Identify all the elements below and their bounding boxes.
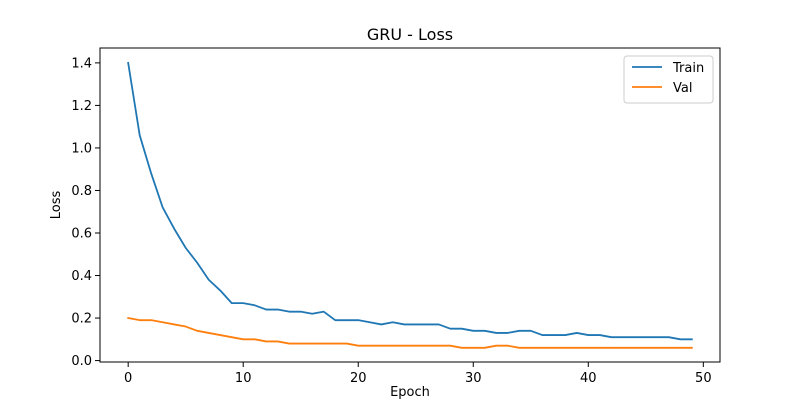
y-axis: 0.0 0.2 0.4 0.6 0.8 1.0 1.2 1.4: [71, 56, 100, 369]
y-tick-label: 1.4: [71, 56, 92, 71]
chart-title: GRU - Loss: [367, 25, 453, 44]
y-axis-title: Loss: [49, 191, 64, 220]
x-tick-label: 30: [465, 371, 482, 386]
legend-label-train: Train: [672, 61, 704, 76]
y-tick-label: 0.2: [71, 312, 92, 327]
x-tick-label: 40: [580, 371, 597, 386]
series-layer: [127, 61, 693, 349]
y-tick-label: 0.6: [71, 226, 92, 241]
x-tick-label: 10: [235, 371, 252, 386]
x-axis-title: Epoch: [390, 385, 430, 400]
legend-label-val: Val: [673, 81, 692, 96]
legend: Train Val: [623, 55, 714, 104]
y-tick-label: 0.0: [71, 354, 92, 369]
plot-frame: [99, 47, 721, 363]
series-line-train: [127, 61, 693, 341]
y-tick-label: 1.2: [71, 99, 92, 114]
y-tick-label: 0.4: [71, 269, 92, 284]
x-axis: 0 10 20 30 40 50: [124, 362, 712, 386]
x-tick-label: 0: [124, 371, 132, 386]
x-tick-label: 50: [695, 371, 712, 386]
series-line-val: [127, 317, 693, 349]
x-tick-label: 20: [350, 371, 367, 386]
y-tick-label: 0.8: [71, 184, 92, 199]
y-tick-label: 1.0: [71, 141, 92, 156]
